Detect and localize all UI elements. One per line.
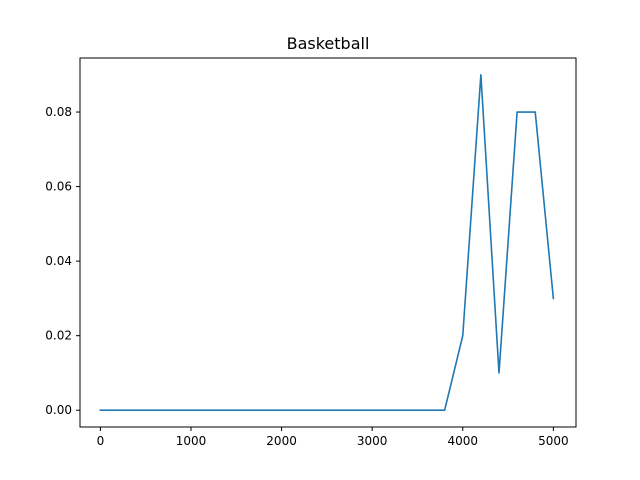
- x-tick-label: 1000: [176, 434, 207, 448]
- chart-title: Basketball: [287, 34, 370, 53]
- series-layer: [99, 73, 555, 412]
- y-tick-label: 0.06: [45, 180, 72, 194]
- plot-area-frame: [79, 57, 577, 428]
- x-tick-label: 0: [97, 434, 105, 448]
- y-tick-label: 0.08: [45, 105, 72, 119]
- series-line: [99, 73, 555, 412]
- y-tick-label: 0.02: [45, 329, 72, 343]
- x-tick-label: 2000: [266, 434, 297, 448]
- y-tick-label: 0.04: [45, 254, 72, 268]
- y-tick-label: 0.00: [45, 403, 72, 417]
- x-tick-label: 3000: [357, 434, 388, 448]
- x-tick-label: 5000: [538, 434, 569, 448]
- y-axis: 0.00 0.02 0.04 0.06 0.08: [45, 105, 80, 417]
- x-tick-label: 4000: [447, 434, 478, 448]
- x-axis: 0 1000 2000 3000 4000 5000: [97, 427, 569, 448]
